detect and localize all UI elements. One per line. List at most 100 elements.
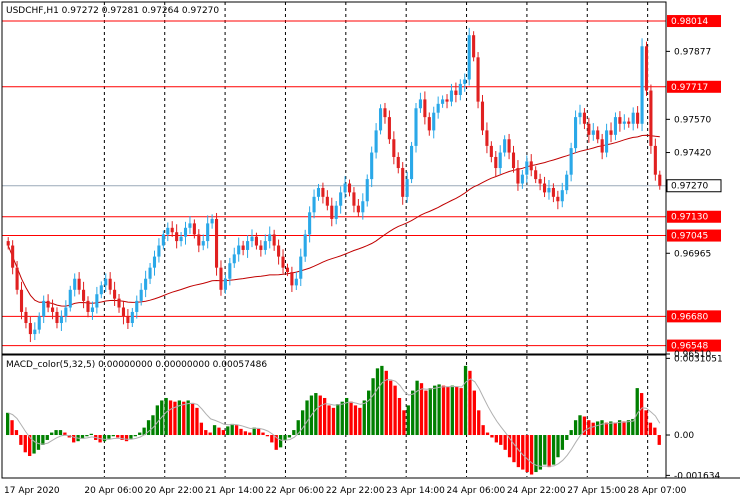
candle-body (542, 183, 547, 193)
candle-body (547, 187, 551, 193)
macd-bar (600, 420, 604, 436)
candle-body (303, 234, 307, 257)
macd-bar (102, 435, 107, 442)
candle-body (15, 267, 19, 290)
candle-body (609, 130, 613, 135)
price-level-label: 0.97045 (671, 232, 708, 242)
macd-bar (367, 390, 371, 436)
candle-body (534, 170, 538, 180)
macd-bar (516, 435, 521, 468)
macd-bar (54, 430, 58, 436)
macd-bar (296, 420, 300, 436)
price-level-label: 0.96680 (671, 312, 708, 322)
price-tick-label: 0.97570 (674, 115, 711, 125)
macd-bar (353, 405, 358, 436)
candle-body (636, 112, 640, 124)
candle-body (529, 161, 533, 171)
macd-bar (234, 425, 239, 436)
candle-body (325, 196, 329, 206)
candle-body (582, 112, 586, 124)
candle-body (556, 196, 560, 202)
candle-body (73, 278, 77, 290)
macd-tick-label: -0.001634 (674, 471, 720, 481)
macd-bar (468, 370, 472, 436)
macd-bar (459, 388, 463, 436)
candle-body (631, 112, 635, 124)
candle-body (157, 245, 161, 257)
macd-bar (547, 435, 551, 468)
chart-frame (1, 1, 740, 479)
macd-bar (217, 427, 221, 436)
candle-body (55, 311, 59, 324)
candle-body (37, 316, 41, 330)
candle-body (653, 145, 657, 175)
sma-line (7, 134, 660, 307)
candle-body (263, 241, 267, 250)
macd-bar (639, 393, 644, 436)
macd-bar (499, 435, 503, 445)
macd-bar (340, 401, 344, 436)
candle-body (139, 289, 143, 301)
candle-body (658, 174, 662, 186)
candle-body (285, 267, 290, 273)
macd-bar (534, 435, 538, 473)
candle-body (339, 192, 343, 206)
candle-body (19, 289, 24, 312)
macd-bar (441, 385, 446, 436)
macd-bar (406, 405, 410, 436)
candle-body (250, 236, 254, 242)
macd-bar (6, 412, 10, 436)
macd-bar (371, 378, 375, 436)
candle-body (28, 323, 32, 335)
candle-body (126, 316, 130, 324)
price-levels (2, 20, 666, 347)
macd-bar (124, 435, 129, 442)
macd-bar (67, 435, 71, 438)
price-tick-label: 0.97877 (674, 47, 711, 57)
macd-bar (292, 430, 296, 436)
candle-body (130, 311, 134, 324)
macd-bar (424, 390, 428, 436)
axes: 17 Apr 2020 20 Apr 06:00 20 Apr 22:00 21 Ap… (4, 15, 723, 496)
macd-bar (287, 435, 292, 438)
macd-bar (648, 422, 653, 436)
candle-body (618, 117, 622, 124)
candle-body (321, 187, 325, 197)
macd-tick-label: 0.0031051 (674, 354, 723, 364)
candle-body (272, 234, 276, 246)
candle-body (214, 218, 219, 268)
macd-bar (14, 430, 19, 436)
macd-bar (107, 435, 111, 439)
price-level-tag (667, 229, 721, 242)
macd-bar (63, 432, 67, 436)
macd-bar (573, 420, 578, 436)
macd-bar (428, 388, 432, 436)
candle-body (197, 234, 201, 246)
candle-body (640, 46, 644, 124)
candle-body (330, 205, 334, 219)
candle-body (565, 174, 569, 191)
price-level-tag (667, 80, 721, 93)
macd-bar (120, 435, 124, 440)
candle-body (489, 145, 493, 157)
macd-bar (190, 402, 195, 436)
macd-bar (653, 427, 657, 436)
candle-body (472, 35, 476, 58)
macd-bar (635, 388, 639, 436)
candle-body (441, 99, 445, 104)
macd-bar (177, 400, 182, 436)
price-level-label: 0.97130 (671, 213, 708, 223)
candle-body (113, 289, 117, 299)
candle-body (605, 130, 609, 153)
candle-body (68, 289, 72, 308)
current-price-tag (666, 179, 722, 193)
price-level-label: 0.96548 (671, 342, 708, 352)
candle-body (121, 307, 126, 317)
macd-bar (485, 432, 490, 436)
macd-bar (327, 405, 331, 436)
candle-body (591, 130, 595, 135)
macd-bar (529, 435, 534, 475)
macd-bar (58, 430, 63, 436)
